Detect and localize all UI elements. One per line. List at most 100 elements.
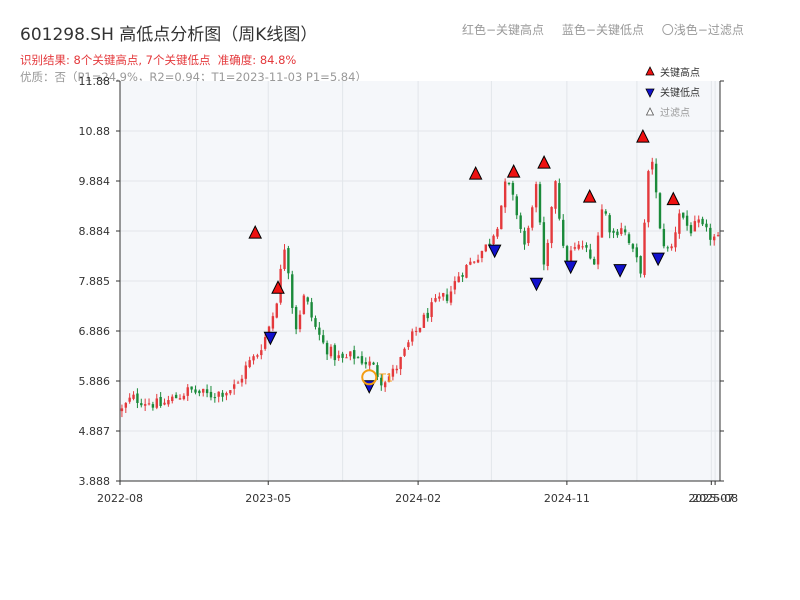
candle-body xyxy=(341,353,344,358)
candle-body xyxy=(217,391,220,397)
chart-title: 601298.SH 高低点分析图（周K线图） xyxy=(20,25,318,45)
candle-body xyxy=(140,403,143,406)
quality-summary: 优质：否（P1=24.9%，R2=0.94；T1=2023-11-03 P1=5… xyxy=(20,70,367,84)
candle-body xyxy=(248,360,251,367)
candle-body xyxy=(430,302,433,317)
candle-body xyxy=(589,249,592,259)
legend-blue-label: 蓝色−关键低点 xyxy=(561,23,644,37)
candle-body xyxy=(472,261,476,263)
candle-body xyxy=(674,232,677,248)
candle-body xyxy=(128,397,131,402)
candle-body xyxy=(569,250,573,261)
candle-body xyxy=(562,219,565,246)
x-tick-label: 2023-05 xyxy=(245,492,291,505)
candle-body xyxy=(550,207,553,244)
key-low-marker xyxy=(651,252,665,267)
candle-body xyxy=(585,245,588,248)
y-tick-label: 5.886 xyxy=(79,375,111,388)
candle-body xyxy=(492,235,495,245)
candle-body xyxy=(383,382,387,388)
candle-body xyxy=(546,242,549,266)
candle-body xyxy=(581,246,584,248)
candle-body xyxy=(612,230,615,233)
candle-body xyxy=(500,205,503,230)
candle-body xyxy=(391,368,395,377)
key-low-marker xyxy=(263,331,278,346)
candle-body xyxy=(360,356,364,364)
legend-red-label: 红色−关键高点 xyxy=(462,23,545,37)
candle-body xyxy=(232,384,236,389)
candle-body xyxy=(453,281,457,290)
candle-body xyxy=(244,365,248,379)
key-high-marker xyxy=(248,225,263,239)
candle-body xyxy=(411,331,414,342)
candle-body xyxy=(190,386,193,390)
candle-body xyxy=(318,327,321,335)
candle-body xyxy=(519,215,522,229)
candle-body xyxy=(283,249,286,270)
candle-body xyxy=(635,247,638,258)
candle-body xyxy=(260,350,263,356)
candle-body xyxy=(205,389,209,394)
y-tick-label: 7.885 xyxy=(79,275,111,288)
candle-body xyxy=(426,312,429,319)
candle-body xyxy=(697,219,700,223)
x-tick-label: 2022-08 xyxy=(97,492,143,505)
candle-body xyxy=(186,387,189,396)
candle-body xyxy=(136,393,139,403)
candle-body xyxy=(647,171,650,223)
candle-body xyxy=(352,350,356,359)
candle-body xyxy=(558,183,561,219)
legend-label: 过滤点 xyxy=(660,106,690,119)
candle-body xyxy=(124,403,128,408)
x-tick-label: 2024-11 xyxy=(544,492,590,505)
candle-body xyxy=(294,307,298,330)
candle-body xyxy=(132,394,135,399)
result-summary: 识别结果: 8个关键高点, 7个关键低点 准确度: 84.8% xyxy=(20,52,296,68)
y-tick-label: 8.884 xyxy=(79,225,111,238)
candle-body xyxy=(147,403,151,405)
candle-body xyxy=(314,318,317,327)
candle-body xyxy=(407,342,410,348)
key-low-marker xyxy=(529,277,544,292)
x-tick-label: 2025-08 xyxy=(692,492,738,505)
x-tick-label: 2025-07 xyxy=(688,492,734,505)
candle-body xyxy=(658,193,662,229)
candle-body xyxy=(627,234,631,244)
candle-body xyxy=(465,264,468,278)
candle-body xyxy=(178,398,182,400)
candle-body xyxy=(592,258,596,265)
legend-label: 关键高点 xyxy=(660,66,700,79)
candle-body xyxy=(445,294,449,301)
candle-body xyxy=(515,196,518,216)
candle-body xyxy=(685,215,689,226)
candle-body xyxy=(678,213,681,234)
candle-body xyxy=(298,314,302,330)
candle-body xyxy=(182,395,186,400)
candle-body xyxy=(287,248,290,274)
candle-body xyxy=(654,163,658,193)
candle-body xyxy=(511,182,515,195)
candle-body xyxy=(534,184,538,208)
candle-body xyxy=(608,215,611,233)
candle-body xyxy=(577,244,580,249)
candle-body xyxy=(174,394,178,399)
candle-body xyxy=(256,355,259,357)
candle-body xyxy=(155,398,158,408)
candle-body xyxy=(329,346,333,357)
candle-body xyxy=(527,227,530,244)
candle-body xyxy=(480,250,484,259)
candle-body xyxy=(306,297,309,302)
candle-body xyxy=(414,330,418,332)
y-tick-label: 11.88 xyxy=(79,75,111,88)
candle-body xyxy=(302,295,306,314)
candle-body xyxy=(682,212,685,218)
candle-body xyxy=(503,181,507,208)
legend-label: 关键低点 xyxy=(660,86,700,99)
candle-body xyxy=(337,355,340,359)
candle-body xyxy=(600,209,604,238)
candle-body xyxy=(229,390,232,394)
candle-body xyxy=(670,246,673,249)
